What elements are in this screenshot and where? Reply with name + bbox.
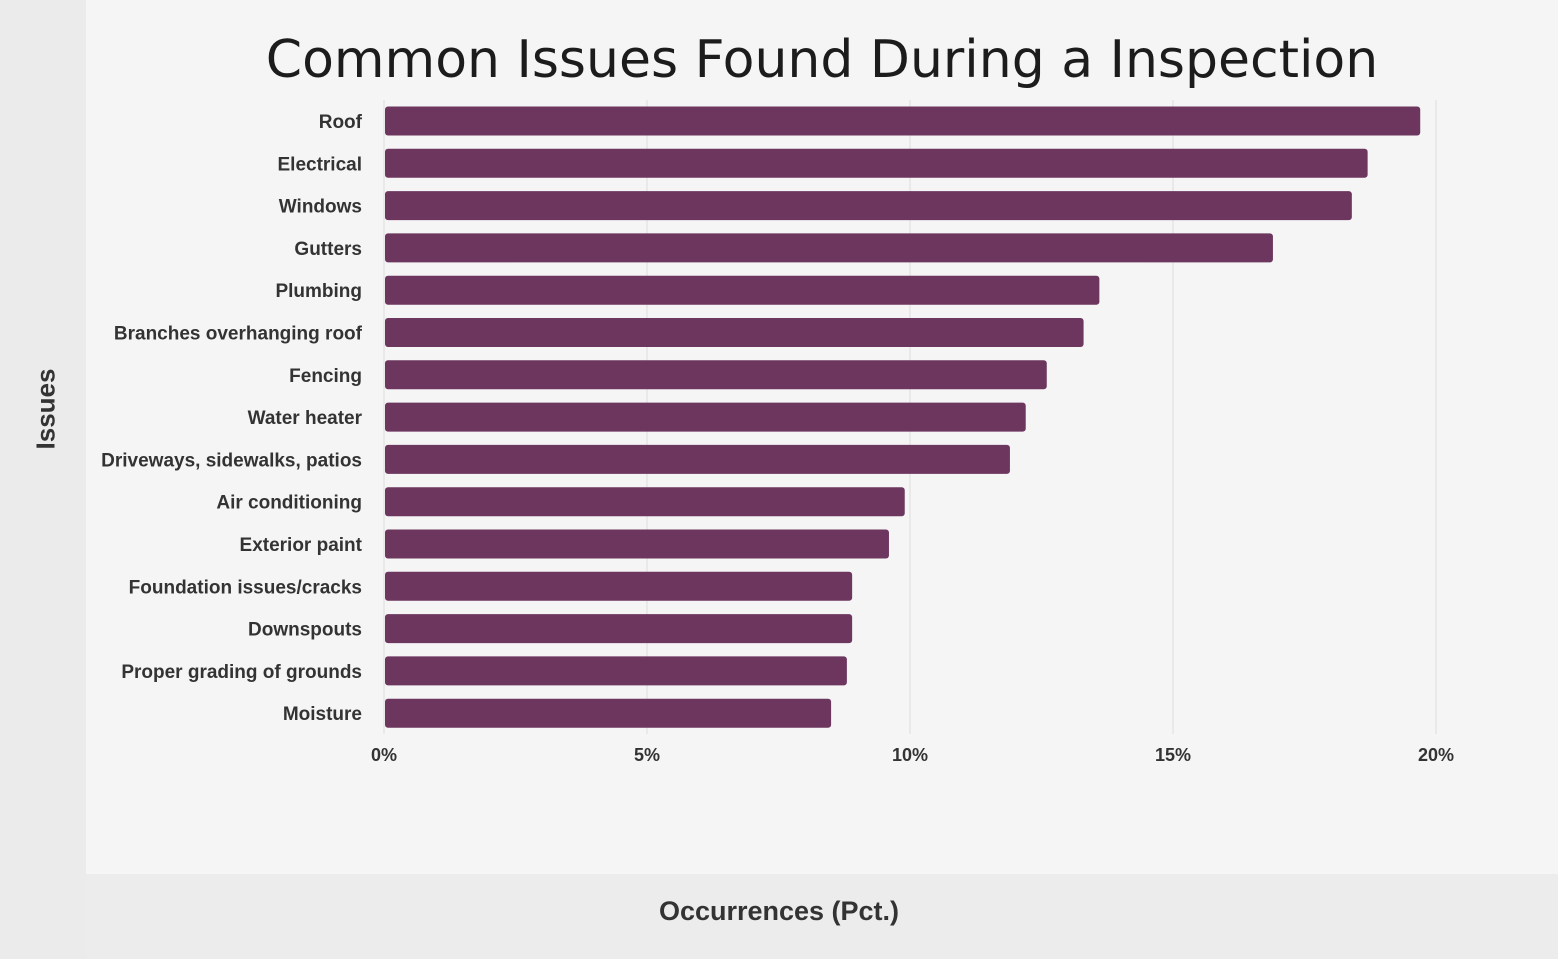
category-label: Proper grading of grounds <box>121 662 362 683</box>
category-label: Branches overhanging roof <box>114 324 363 345</box>
bar[interactable] <box>385 402 1026 432</box>
category-label: Plumbing <box>275 281 362 302</box>
x-tick-label: 0% <box>371 745 397 765</box>
bar[interactable] <box>385 106 1421 136</box>
x-tick-label: 15% <box>1155 745 1191 765</box>
left-axis-panel <box>0 0 86 959</box>
category-label: Electrical <box>278 154 363 175</box>
category-label: Exterior paint <box>240 535 363 556</box>
x-tick-label: 10% <box>892 745 928 765</box>
bar[interactable] <box>385 191 1352 221</box>
bar[interactable] <box>385 444 1010 474</box>
x-tick-labels: 0% 5% 10% 15% 20% <box>371 745 1454 765</box>
category-label: Moisture <box>283 704 362 725</box>
category-label: Fencing <box>289 366 362 387</box>
x-axis-label: Occurrences (Pct.) <box>658 896 900 926</box>
bar[interactable] <box>385 360 1047 390</box>
x-tick-label: 20% <box>1418 745 1454 765</box>
bar[interactable] <box>385 614 853 644</box>
category-labels: Roof Electrical Windows Gutters Plumbing Bran… <box>101 112 363 725</box>
bar[interactable] <box>385 487 905 517</box>
bars <box>385 106 1421 728</box>
chart-title: Common Issues Found During a Inspection <box>265 30 1379 90</box>
category-label: Air conditioning <box>216 493 362 514</box>
bar[interactable] <box>385 318 1084 347</box>
bar[interactable] <box>385 656 847 686</box>
bar[interactable] <box>385 529 889 559</box>
category-label: Water heater <box>248 408 363 429</box>
bottom-axis-panel <box>86 874 1558 959</box>
bar[interactable] <box>385 571 853 601</box>
x-tick-label: 5% <box>634 745 660 765</box>
category-label: Windows <box>279 197 362 218</box>
category-label: Downspouts <box>248 620 362 641</box>
bar[interactable] <box>385 148 1368 178</box>
category-label: Driveways, sidewalks, patios <box>101 450 362 471</box>
bar[interactable] <box>385 233 1273 263</box>
category-label: Foundation issues/cracks <box>129 577 362 598</box>
category-label: Gutters <box>294 239 362 260</box>
bar[interactable] <box>385 275 1100 305</box>
bar[interactable] <box>385 698 832 728</box>
category-label: Roof <box>319 112 363 133</box>
